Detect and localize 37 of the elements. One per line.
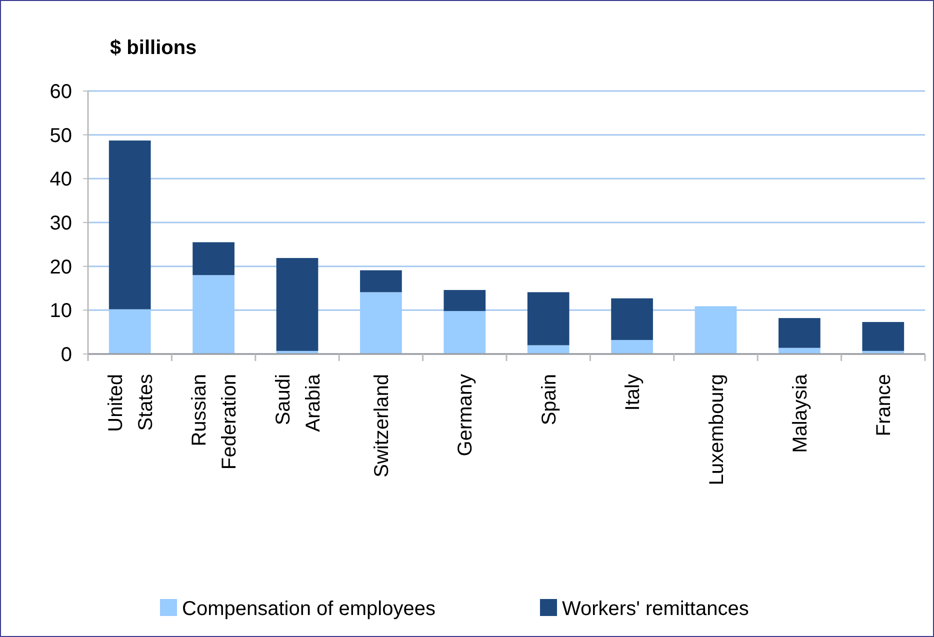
bar <box>108 140 151 310</box>
y-tick-label: 20 <box>50 256 72 278</box>
bar <box>778 318 820 348</box>
bar <box>527 292 570 346</box>
x-tick-label: France <box>873 374 896 436</box>
bar <box>778 348 820 354</box>
x-tick-label: Switzerland <box>370 374 393 478</box>
y-tick-label: 30 <box>50 212 72 234</box>
x-tick-label: Russian Federation <box>188 374 241 470</box>
bar <box>192 275 234 354</box>
x-tick-label: Saudi Arabia <box>272 373 324 432</box>
y-tick-label: 50 <box>50 124 72 147</box>
x-tick-label: Italy <box>622 374 644 411</box>
x-tick-label: Spain <box>538 374 560 426</box>
x-tick-label: Germany <box>454 374 477 456</box>
y-axis-title: $ billions <box>110 37 197 59</box>
y-tick-label: 60 <box>50 81 72 103</box>
x-tick-label: Malaysia <box>789 373 812 453</box>
bar <box>611 298 653 340</box>
x-tick-label: United States <box>104 374 157 432</box>
legend-label: Workers' remittances <box>562 598 749 620</box>
bar <box>276 258 318 351</box>
bar <box>192 242 234 276</box>
x-tick-label: Luxembourg <box>706 374 728 486</box>
y-tick-label: 40 <box>50 168 72 191</box>
y-tick-label: 0 <box>60 344 72 366</box>
y-tick-label: 10 <box>50 300 72 322</box>
bar <box>360 292 402 354</box>
bar <box>694 306 737 354</box>
bar <box>360 270 402 292</box>
bar <box>611 340 653 354</box>
legend-label: Compensation of employees <box>182 598 436 620</box>
bar <box>108 309 151 354</box>
bar <box>862 322 904 351</box>
bar <box>444 290 486 312</box>
bar <box>444 311 486 354</box>
bar <box>527 345 570 354</box>
